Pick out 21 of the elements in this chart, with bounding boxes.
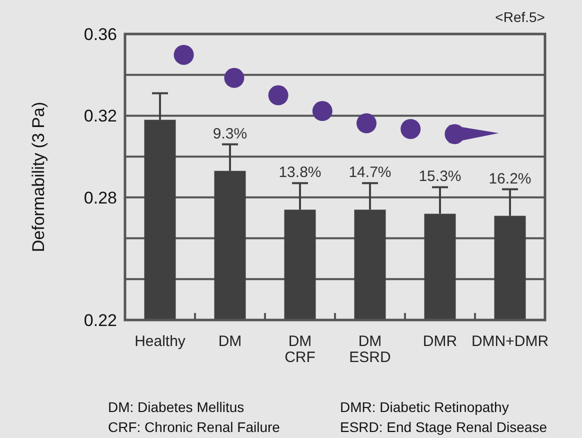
y-axis-title: Deformability (3 Pa): [29, 102, 48, 252]
x-tick-label: DMN+DMR: [471, 333, 549, 350]
annotation: 13.8%: [278, 164, 322, 182]
y-tick-label: 0.28: [84, 188, 117, 208]
text: DM: Diabetes Mellitus: [108, 399, 244, 415]
x-tick-label: DM CRF: [284, 333, 316, 366]
x-tick-label: Healthy: [134, 333, 186, 350]
annotation: 16.2%: [488, 170, 532, 188]
y-tick-label: 0.32: [84, 106, 117, 126]
x-tick-label: DM: [218, 333, 242, 350]
annotation: 15.3%: [418, 168, 462, 186]
text: ESRD: End Stage Renal Disease: [340, 419, 548, 435]
y-tick-label: 0.36: [84, 24, 117, 44]
x-tick-label: DM ESRD: [349, 333, 391, 366]
annotation: 9.3%: [212, 125, 248, 142]
y-tick-label: 0.22: [84, 310, 117, 330]
text: <Ref.5>: [495, 9, 545, 25]
text: DMR: Diabetic Retinopathy: [340, 399, 509, 415]
annotation: 14.7%: [348, 164, 392, 182]
x-tick-label: DMR: [422, 333, 458, 350]
text: CRF: Chronic Renal Failure: [108, 419, 280, 435]
